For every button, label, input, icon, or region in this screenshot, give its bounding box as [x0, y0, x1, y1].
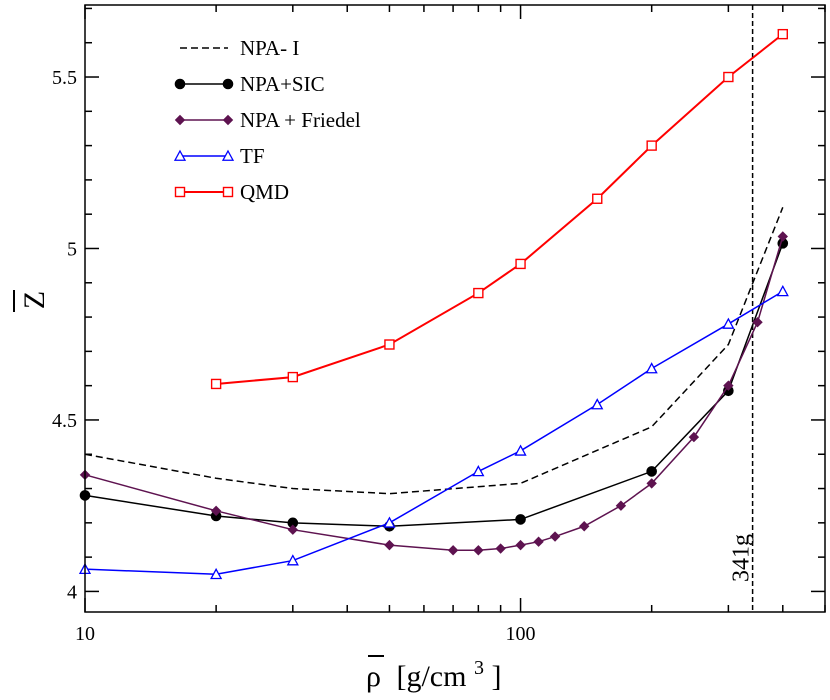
- legend-label: NPA + Friedel: [240, 108, 361, 132]
- data-point: [472, 465, 485, 477]
- data-point: [174, 78, 186, 90]
- data-point: [222, 78, 234, 90]
- data-point: [722, 317, 735, 329]
- data-point: [646, 478, 657, 489]
- x-axis-label-units: [g/cm: [396, 660, 466, 693]
- data-point: [286, 554, 299, 566]
- data-point: [210, 567, 223, 580]
- y-axis-label: Z: [18, 291, 51, 309]
- series-line: [84, 290, 784, 576]
- annotation-label: 341g: [729, 534, 755, 582]
- data-point: [495, 543, 506, 554]
- data-point: [473, 287, 484, 299]
- y-tick-label: 4: [67, 581, 77, 603]
- legend: NPA- I NPA+SIC NPA + Friedel TF QMD: [173, 36, 361, 204]
- data-point: [384, 539, 395, 551]
- tick-labels: 10 100 4 4.5 5 5.5: [52, 67, 536, 645]
- data-point: [549, 531, 561, 542]
- x-tick-label: 100: [506, 623, 536, 645]
- data-point: [723, 71, 734, 83]
- data-point: [515, 258, 526, 270]
- data-point: [777, 231, 788, 242]
- x-axis-label-symbol: ρ: [366, 660, 381, 693]
- data-point: [473, 545, 484, 556]
- data-point: [515, 539, 526, 551]
- axis-titles: Z ρ [g/cm 3 ]: [13, 290, 501, 693]
- data-point: [723, 380, 734, 391]
- axis-ticks: [84, 5, 826, 612]
- data-point: [515, 514, 526, 525]
- legend-label: QMD: [240, 180, 289, 204]
- data-point: [645, 362, 658, 374]
- annotation-vline: 341g: [729, 5, 755, 612]
- data-point: [221, 149, 235, 161]
- x-axis-label-superscript: 3: [474, 657, 484, 679]
- legend-item: NPA+SIC: [174, 72, 325, 96]
- data-point: [646, 466, 657, 477]
- data-point: [384, 339, 395, 350]
- legend-item: TF: [173, 144, 265, 168]
- data-point: [578, 521, 590, 532]
- data-point: [776, 284, 789, 297]
- data-point: [591, 398, 604, 410]
- series-3: [78, 284, 789, 580]
- series-0: [84, 207, 784, 495]
- data-point: [514, 444, 527, 456]
- series-group: [78, 28, 789, 580]
- data-point: [287, 524, 299, 535]
- data-point: [646, 140, 657, 151]
- series-line: [84, 207, 784, 495]
- data-point: [210, 378, 222, 390]
- x-axis-label-close: ]: [491, 660, 501, 693]
- data-point: [383, 516, 396, 528]
- series-2: [79, 231, 788, 556]
- plot-frame: [84, 4, 826, 613]
- data-point: [174, 114, 186, 126]
- data-point: [777, 28, 788, 40]
- data-point: [533, 536, 544, 547]
- data-point: [173, 149, 187, 161]
- data-point: [615, 500, 627, 511]
- data-point: [752, 317, 763, 328]
- y-tick-label: 5: [67, 238, 77, 260]
- legend-item: NPA- I: [180, 36, 299, 60]
- legend-item: QMD: [174, 180, 289, 204]
- data-point: [447, 545, 459, 556]
- x-tick-label: 10: [75, 623, 95, 645]
- x-axis-label: ρ [g/cm 3 ]: [366, 648, 501, 693]
- legend-item: NPA + Friedel: [174, 108, 361, 132]
- legend-label: NPA- I: [240, 36, 299, 60]
- data-point: [222, 114, 234, 126]
- legend-label: NPA+SIC: [240, 72, 325, 96]
- legend-label: TF: [240, 144, 265, 168]
- y-tick-label: 4.5: [52, 410, 77, 432]
- data-point: [222, 186, 234, 198]
- data-point: [688, 431, 700, 443]
- series-4: [210, 28, 788, 390]
- data-point: [174, 186, 186, 198]
- y-tick-label: 5.5: [52, 67, 77, 89]
- data-point: [210, 505, 222, 517]
- data-point: [592, 193, 603, 204]
- data-point: [287, 371, 299, 383]
